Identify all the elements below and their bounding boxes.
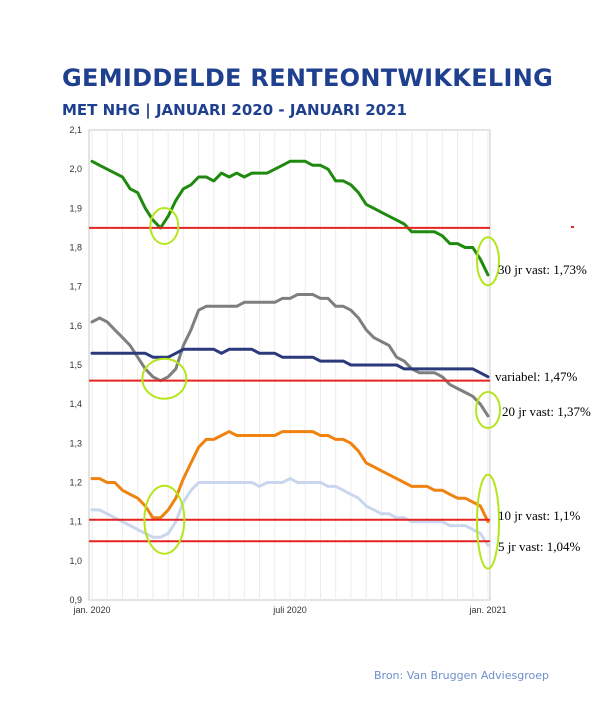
- y-tick-label: 0,9: [69, 595, 82, 605]
- y-tick-label: 1,6: [69, 321, 82, 331]
- y-tick-label: 1,8: [69, 243, 82, 253]
- y-tick-label: 1,1: [69, 517, 82, 527]
- source-note: Bron: Van Bruggen Adviesgroep: [374, 669, 549, 682]
- series-labels: 30 jr vast: 1,73% 20 jr vast: 1,37% variab…: [495, 262, 591, 554]
- y-tick-label: 1,7: [69, 282, 82, 292]
- highlight-ellipse: [475, 391, 501, 430]
- series-label: 20 jr vast: 1,37%: [502, 404, 591, 419]
- series-line: [90, 430, 490, 524]
- y-tick-label: 2,0: [69, 164, 82, 174]
- x-tick-label: jan. 2020: [72, 605, 110, 615]
- series-line: [90, 293, 490, 418]
- highlight-ellipse: [143, 484, 186, 555]
- series-line: [90, 477, 490, 547]
- highlight-ellipse: [476, 236, 500, 287]
- grid-lines: [91, 130, 489, 600]
- y-tick-label: 1,5: [69, 360, 82, 370]
- y-tick-label: 1,0: [69, 556, 82, 566]
- y-tick-label: 2,1: [69, 125, 82, 135]
- series-label: variabel: 1,47%: [495, 369, 577, 384]
- y-tick-label: 1,9: [69, 203, 82, 213]
- x-axis: jan. 2020 juli 2020 jan. 2021: [72, 605, 506, 615]
- highlight-ellipses: [141, 206, 501, 570]
- y-tick-label: 1,3: [69, 438, 82, 448]
- series-line: [90, 347, 490, 379]
- highlight-ellipse: [149, 206, 180, 245]
- red-mark: [571, 226, 574, 228]
- series-label: 5 jr vast: 1,04%: [498, 539, 580, 554]
- series-line: [90, 159, 490, 277]
- y-tick-label: 1,4: [69, 399, 82, 409]
- x-tick-label: juli 2020: [272, 605, 307, 615]
- chart-title: GEMIDDELDE RENTEONTWIKKELING: [62, 64, 554, 92]
- reference-lines: [89, 226, 490, 543]
- x-tick-label: jan. 2021: [468, 605, 506, 615]
- y-axis: 0,9 1,0 1,1 1,2 1,3 1,4 1,5 1,6 1,7 1,8 1,9 2,0 2,1: [69, 125, 82, 605]
- series-label: 10 jr vast: 1,1%: [498, 508, 580, 523]
- series-label: 30 jr vast: 1,73%: [498, 262, 587, 277]
- highlight-ellipse: [476, 473, 500, 570]
- series-lines: [90, 159, 490, 547]
- chart-subtitle: MET NHG | JANUARI 2020 - JANUARI 2021: [62, 101, 407, 119]
- highlight-ellipse: [141, 357, 188, 400]
- y-tick-label: 1,2: [69, 478, 82, 488]
